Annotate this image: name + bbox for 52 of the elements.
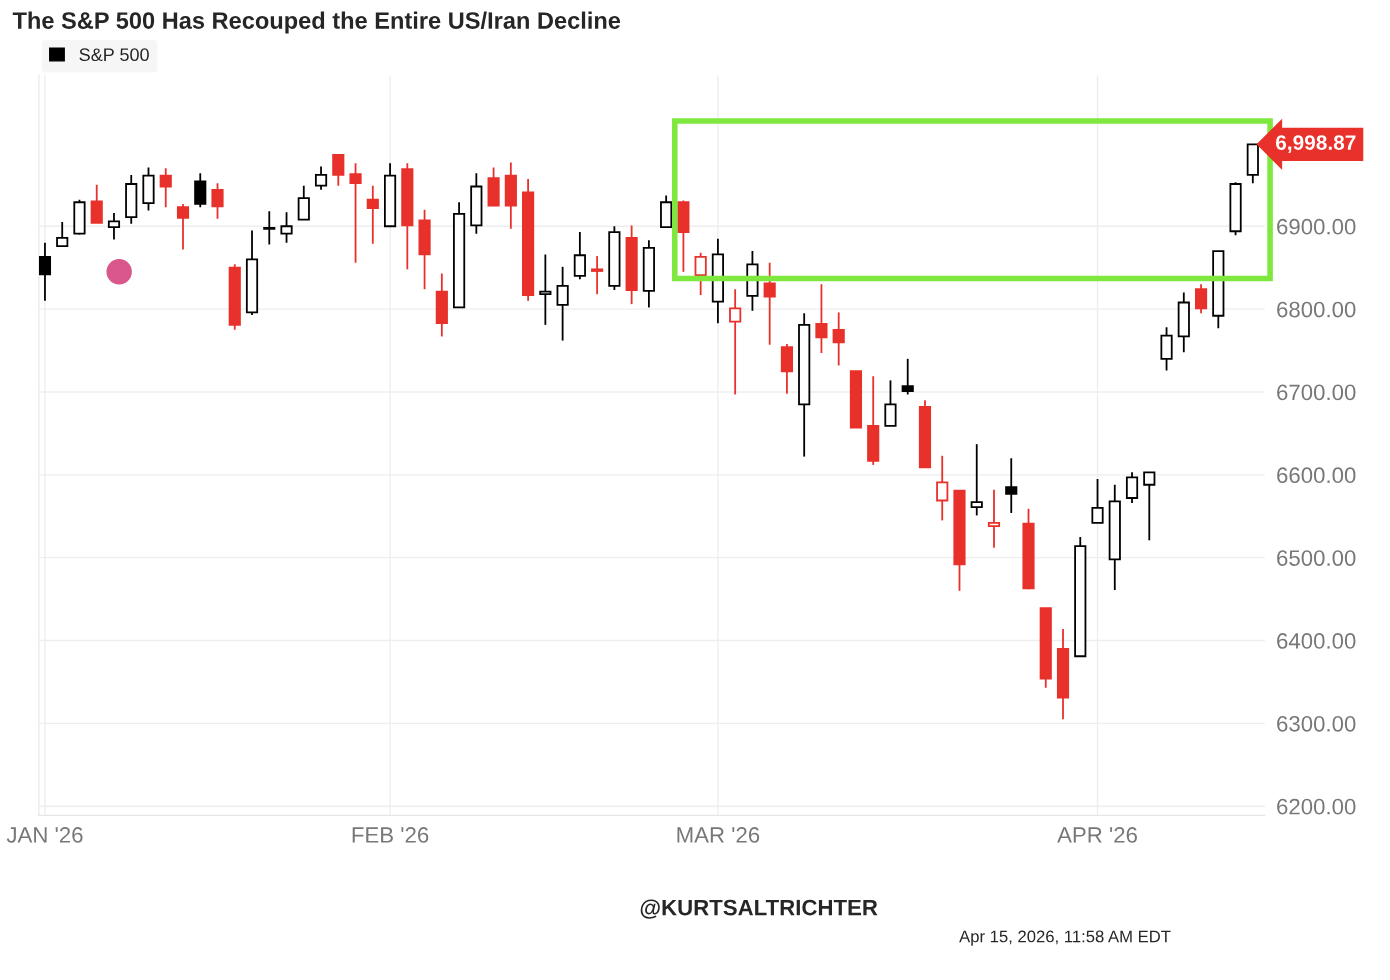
candlestick [987,488,1001,549]
candlestick [297,184,310,221]
candlestick [901,357,914,396]
candlestick [1194,283,1208,315]
candlestick [539,253,552,326]
candlestick [729,288,742,396]
candlestick [314,165,328,191]
text: Apr 15, 2026, 11:58 AM EDT [959,930,1171,946]
candlestick [884,379,897,427]
candlestick [815,283,828,354]
candlestick [349,162,362,264]
x-tick-label: MAR '26 [677,827,760,843]
candlestick [159,167,172,209]
candlestick [211,182,224,220]
x-tick-label: FEB '26 [352,827,429,843]
y-tick-label: 6500.00 [1277,550,1356,566]
y-tick-label: 6300.00 [1277,715,1356,732]
y-tick-label: 6700.00 [1277,384,1356,401]
candlestick [970,443,983,517]
candlestick [556,265,569,342]
candlestick [194,172,207,209]
candlestick [1160,326,1173,372]
candlestick [38,241,52,302]
candlestick [263,210,276,246]
candlestick [1005,457,1018,514]
candlestick [107,212,121,241]
candlestick [176,202,190,251]
y-tick-label: 6800.00 [1277,301,1356,318]
candlestick [763,261,776,346]
y-tick-label: 6600.00 [1277,467,1356,484]
candlestick [832,311,845,367]
y-tick-label: 6200.00 [1277,798,1356,815]
chart-title: The S&P 500 Has Recouped the Entire US/Iran Decline [12,11,621,34]
candlestick [366,184,379,245]
legend-label: S&P 500 [79,48,149,62]
candlestick [573,231,586,281]
candlestick [1143,471,1156,542]
candlestick [936,454,949,522]
candlestick [1125,471,1139,504]
text: 6,998.87 [1276,135,1356,153]
candlestick [332,154,345,187]
candlestick [56,221,69,248]
x-tick-label: JAN '26 [6,827,83,843]
x-tick-label: APR '26 [1057,827,1137,843]
candlestick [1091,478,1104,524]
text: @KURTSALTRICHTER [640,899,878,919]
candlestick [591,255,604,296]
y-tick-label: 6900.00 [1277,218,1356,235]
candlestick [694,251,707,296]
y-tick-label: 6400.00 [1277,633,1356,649]
candlestick [90,183,103,224]
candlestick [280,211,293,244]
